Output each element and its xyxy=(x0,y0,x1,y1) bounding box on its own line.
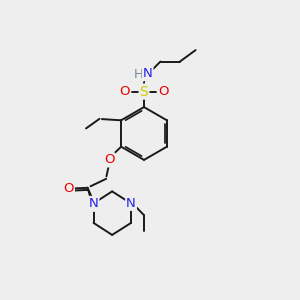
Text: N: N xyxy=(86,198,96,211)
Text: N: N xyxy=(126,197,136,210)
Text: N: N xyxy=(89,197,98,210)
Text: O: O xyxy=(63,182,74,195)
Text: N: N xyxy=(143,67,152,80)
Text: H: H xyxy=(134,68,143,81)
Text: S: S xyxy=(140,85,148,98)
Text: O: O xyxy=(119,85,130,98)
Text: O: O xyxy=(158,85,169,98)
Text: O: O xyxy=(104,153,114,167)
